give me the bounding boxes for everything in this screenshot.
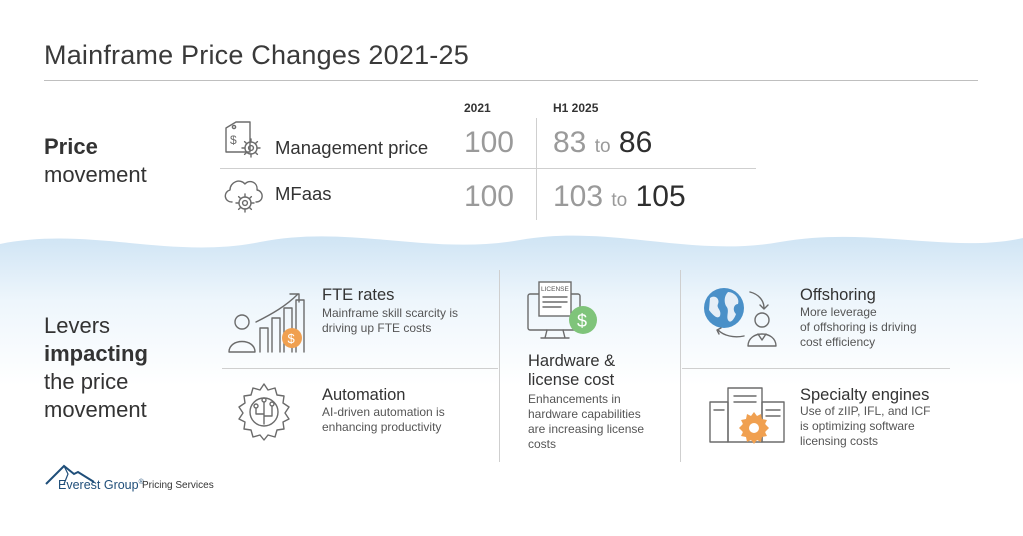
card-desc-hardware-license: Enhancements in hardware capabilities ar… — [528, 392, 644, 452]
desc-line: of offshoring is driving — [800, 320, 917, 334]
desc-line: is optimizing software — [800, 419, 915, 433]
column-divider — [536, 118, 537, 220]
card-desc-fte-rates: Mainframe skill scarcity is driving up F… — [322, 306, 458, 336]
svg-text:$: $ — [230, 133, 237, 147]
card-title-hardware-license: Hardware & license cost — [528, 352, 615, 390]
row-label-mfaas: MFaas — [275, 183, 332, 204]
row-divider — [220, 168, 756, 169]
license-computer-icon: LICENSE $ — [527, 281, 597, 339]
value-h1-mfaas: 103 to 105 — [553, 180, 686, 214]
title-line: license cost — [528, 371, 615, 389]
lever-divider-left — [222, 368, 498, 369]
desc-line: Use of zIIP, IFL, and ICF — [800, 404, 931, 418]
lever-divider-right — [682, 368, 950, 369]
desc-line: licensing costs — [800, 434, 879, 448]
brand-name: Everest Group® — [58, 478, 144, 492]
levers-label: Levers impacting the price movement — [44, 312, 148, 424]
value-2021-mfaas: 100 — [463, 180, 514, 213]
desc-line: AI-driven automation is — [322, 405, 445, 419]
price-label-bold: Price — [44, 134, 98, 159]
value-to: to — [611, 190, 628, 211]
price-tag-gear-icon: $ — [225, 121, 261, 158]
desc-line: enhancing productivity — [322, 420, 442, 434]
price-movement-label: Price movement — [44, 133, 147, 189]
fte-rates-icon: $ — [228, 293, 305, 353]
desc-line: Mainframe skill scarcity is — [322, 306, 459, 320]
value-high: 86 — [618, 126, 653, 159]
desc-line: costs — [528, 437, 557, 451]
value-low: 83 — [553, 126, 587, 159]
everest-logo-icon — [45, 464, 95, 485]
brand-subtitle: Pricing Services — [142, 480, 214, 491]
card-desc-automation: AI-driven automation is enhancing produc… — [322, 405, 445, 435]
desc-line: are increasing license — [528, 422, 645, 436]
card-title-fte-rates: FTE rates — [322, 286, 395, 304]
desc-line: cost efficiency — [800, 335, 876, 349]
lever-divider-v2 — [680, 270, 681, 462]
levers-line-3: the price — [44, 369, 129, 394]
svg-text:$: $ — [577, 311, 587, 331]
page-title: Mainframe Price Changes 2021-25 — [44, 40, 469, 70]
desc-line: More leverage — [800, 305, 877, 319]
globe-person-icon — [704, 288, 777, 347]
license-icon-text: LICENSE — [541, 286, 569, 293]
card-title-automation: Automation — [322, 386, 406, 404]
wave-background — [0, 235, 1023, 536]
desc-line: driving up FTE costs — [322, 321, 432, 335]
title-line: Hardware & — [528, 352, 616, 370]
levers-line-4: movement — [44, 397, 147, 422]
price-label-rest: movement — [44, 162, 147, 187]
row-label-management-price: Management price — [275, 137, 429, 158]
value-to: to — [594, 136, 611, 157]
card-desc-offshoring: More leverage of offshoring is driving c… — [800, 305, 917, 350]
value-high: 105 — [635, 180, 686, 213]
levers-line-1: Levers — [44, 313, 111, 338]
desc-line: Enhancements in — [528, 392, 621, 406]
cloud-gear-icon — [224, 180, 263, 213]
lever-divider-v1 — [499, 270, 500, 462]
svg-text:$: $ — [288, 331, 296, 346]
card-desc-specialty-engines: Use of zIIP, IFL, and ICF is optimizing … — [800, 404, 931, 449]
brand-text: Everest Group — [58, 478, 139, 492]
server-gear-icon — [709, 387, 785, 444]
column-header-h1-2025: H1 2025 — [553, 101, 599, 115]
value-2021-management: 100 — [463, 126, 514, 159]
value-h1-management: 83 to 86 — [553, 126, 652, 160]
automation-gear-icon — [238, 383, 290, 441]
levers-line-2: impacting — [44, 341, 148, 366]
value-low: 103 — [553, 180, 604, 213]
card-title-offshoring: Offshoring — [800, 286, 876, 304]
card-title-specialty-engines: Specialty engines — [800, 386, 930, 404]
column-header-2021: 2021 — [464, 101, 491, 115]
title-divider — [44, 80, 978, 81]
registered-mark: ® — [138, 478, 144, 486]
desc-line: hardware capabilities — [528, 407, 641, 421]
